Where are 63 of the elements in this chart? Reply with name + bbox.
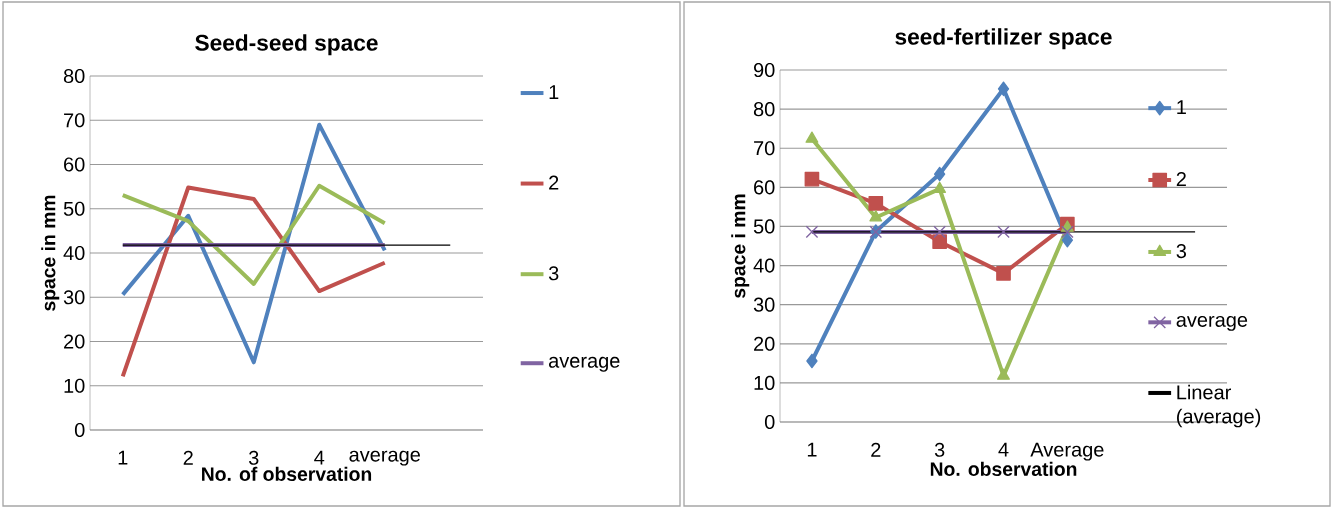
y-tick-label: 60	[754, 180, 775, 195]
y-tick-label: 70	[64, 113, 85, 128]
y-tick-label: 50	[753, 219, 775, 234]
legend-label: 1	[549, 85, 559, 99]
y-tick-label: 30	[63, 290, 85, 305]
x-tick-label: 4	[314, 450, 325, 465]
x-tick-label: 1	[118, 450, 128, 465]
chart-title: Seed-seed space	[195, 34, 378, 56]
x-tick-label: 2	[871, 442, 881, 457]
y-tick-label: 40	[63, 245, 85, 261]
line-series	[120, 122, 387, 365]
y-tick-label: 70	[754, 141, 775, 156]
point	[805, 225, 819, 239]
y-tick-label: 50	[63, 201, 85, 216]
legend-label: Linear (average)	[1177, 384, 1261, 428]
point	[806, 353, 818, 369]
legend-label: 1	[1177, 100, 1186, 115]
x-tick-label: 2	[183, 450, 193, 465]
x-tick-label: 3	[934, 442, 945, 457]
line-series	[120, 185, 387, 379]
point	[933, 166, 946, 182]
y-axis-title: space in mm	[41, 195, 60, 311]
legend-label: 3	[1176, 243, 1187, 259]
point	[932, 234, 947, 250]
x-tick-label: 1	[807, 442, 817, 457]
x-tick-label: Average	[1030, 442, 1104, 461]
y-axis-title: space i mm	[731, 194, 750, 298]
legend-label: average	[1176, 315, 1248, 331]
y-tick-label: 10	[754, 375, 775, 390]
y-tick-label: 10	[64, 378, 85, 393]
point	[933, 181, 947, 193]
legend-label: 2	[549, 175, 559, 190]
y-tick-label: 60	[64, 157, 85, 172]
y-tick-label: 0	[74, 422, 85, 438]
point	[868, 196, 884, 211]
legend-label: 2	[1176, 172, 1186, 186]
y-tick-label: 80	[753, 102, 775, 117]
x-tick-label: 4	[998, 442, 1009, 457]
point	[1061, 225, 1074, 239]
x-axis-title: No. of observation	[202, 466, 372, 481]
y-tick-label: 20	[754, 336, 775, 351]
x-tick-label: average	[349, 450, 420, 466]
point	[997, 368, 1010, 380]
point	[933, 225, 946, 239]
x-tick-label: 3	[248, 450, 259, 465]
y-tick-label: 30	[753, 297, 775, 312]
y-tick-label: 80	[63, 68, 85, 84]
legend-label: average	[548, 356, 620, 372]
y-tick-label: 40	[753, 258, 775, 273]
x-axis-title: No. observation	[930, 461, 1077, 476]
line-series	[120, 183, 387, 286]
point	[1061, 232, 1074, 248]
point	[804, 171, 820, 187]
point	[997, 225, 1010, 239]
y-tick-label: 0	[764, 414, 775, 430]
point	[997, 81, 1010, 97]
point	[869, 210, 883, 222]
legend-label: 3	[548, 266, 559, 281]
y-tick-label: 90	[753, 62, 775, 78]
point	[805, 131, 819, 143]
chart-title: seed-fertilizer space	[895, 28, 1112, 50]
point	[996, 266, 1011, 281]
y-tick-label: 20	[64, 334, 85, 349]
